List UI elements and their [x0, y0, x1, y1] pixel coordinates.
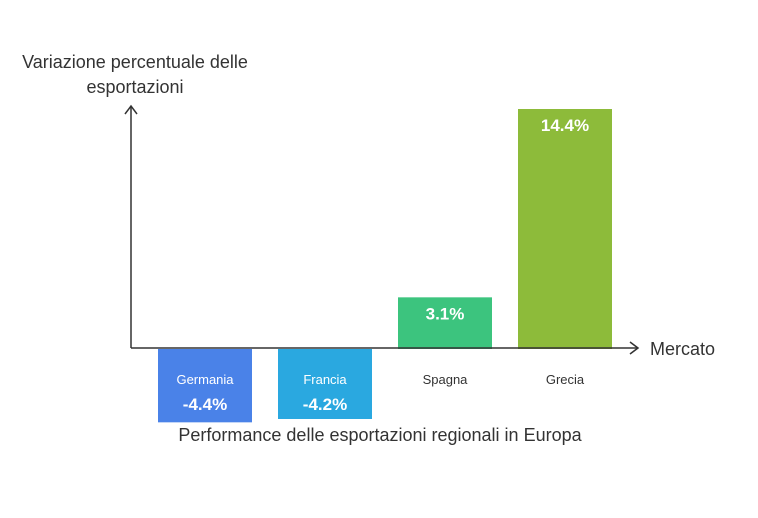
value-label-grecia: 14.4%	[541, 116, 589, 135]
bar-spagna	[398, 297, 492, 349]
bar-germania	[158, 349, 252, 423]
y-axis-arrow	[124, 104, 138, 115]
x-axis-label: Mercato	[650, 339, 716, 359]
bars-group	[158, 109, 612, 423]
value-label-germania: -4.4%	[183, 395, 227, 414]
value-label-spagna: 3.1%	[426, 304, 465, 323]
category-label-spagna: Spagna	[423, 372, 469, 387]
category-label-germania: Germania	[176, 372, 234, 387]
category-label-francia: Francia	[303, 372, 347, 387]
y-axis-label: Variazione percentuale delle esportazion…	[22, 52, 248, 97]
bar-grecia	[518, 109, 612, 349]
chart-title: Performance delle esportazioni regionali…	[178, 425, 582, 445]
x-axis-arrow	[629, 341, 640, 355]
category-label-grecia: Grecia	[546, 372, 585, 387]
bar-francia	[278, 349, 372, 419]
value-label-francia: -4.2%	[303, 395, 347, 414]
labels-group: Germania -4.4% Francia -4.2% Spagna 3.1% Greci…	[176, 116, 589, 414]
